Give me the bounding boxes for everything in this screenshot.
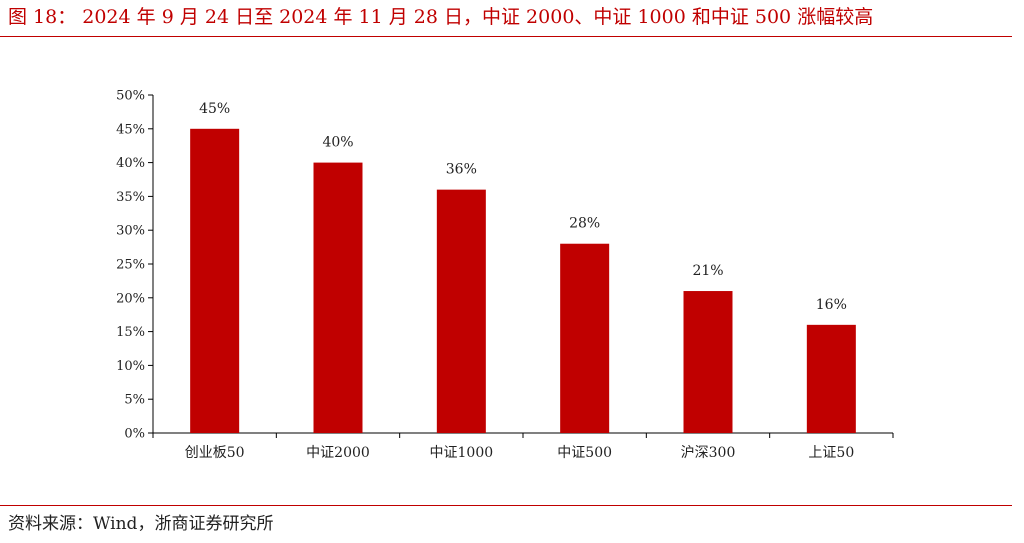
y-axis: 0% 5% 10% 15% 20% 25% 30% 35% 40% 45% 50% [116, 89, 154, 442]
x-category-label: 上证50 [808, 445, 854, 461]
y-tick-label: 20% [116, 291, 145, 306]
y-tick-label: 45% [116, 122, 145, 137]
bar [806, 324, 856, 433]
x-axis: 创业板50 中证2000 中证1000 中证500 沪深300 上证50 [152, 432, 894, 461]
bar-value-label: 16% [816, 297, 847, 313]
bar-value-label: 21% [692, 263, 723, 279]
y-tick-label: 25% [116, 258, 145, 273]
bar [683, 291, 733, 433]
y-tick-label: 5% [124, 393, 145, 408]
source-divider [0, 505, 1012, 506]
title-divider [0, 36, 1012, 37]
bar [436, 189, 486, 433]
bar-value-label: 36% [446, 162, 477, 178]
x-category-label: 中证2000 [306, 445, 370, 461]
y-tick-label: 40% [116, 156, 145, 171]
data-labels: 45% 40% 36% 28% 21% 16% [199, 101, 847, 313]
y-tick-label: 35% [116, 190, 145, 205]
bar-value-label: 45% [199, 101, 230, 117]
x-category-label: 沪深300 [681, 445, 736, 461]
bar [313, 162, 363, 433]
x-category-label: 中证500 [557, 445, 612, 461]
bars [190, 128, 856, 434]
source-note: 资料来源：Wind，浙商证券研究所 [8, 514, 274, 534]
y-tick-label: 10% [116, 359, 145, 374]
x-category-label: 创业板50 [185, 445, 245, 461]
y-tick-label: 15% [116, 325, 145, 340]
figure-title: 图 18： 2024 年 9 月 24 日至 2024 年 11 月 28 日，… [8, 6, 874, 28]
y-tick-label: 50% [116, 89, 145, 104]
bar-value-label: 40% [322, 135, 353, 151]
bar [560, 243, 610, 433]
y-tick-label: 0% [124, 427, 145, 442]
bar [190, 128, 240, 434]
y-tick-label: 30% [116, 224, 145, 239]
x-category-label: 中证1000 [430, 445, 494, 461]
bar-value-label: 28% [569, 216, 600, 232]
